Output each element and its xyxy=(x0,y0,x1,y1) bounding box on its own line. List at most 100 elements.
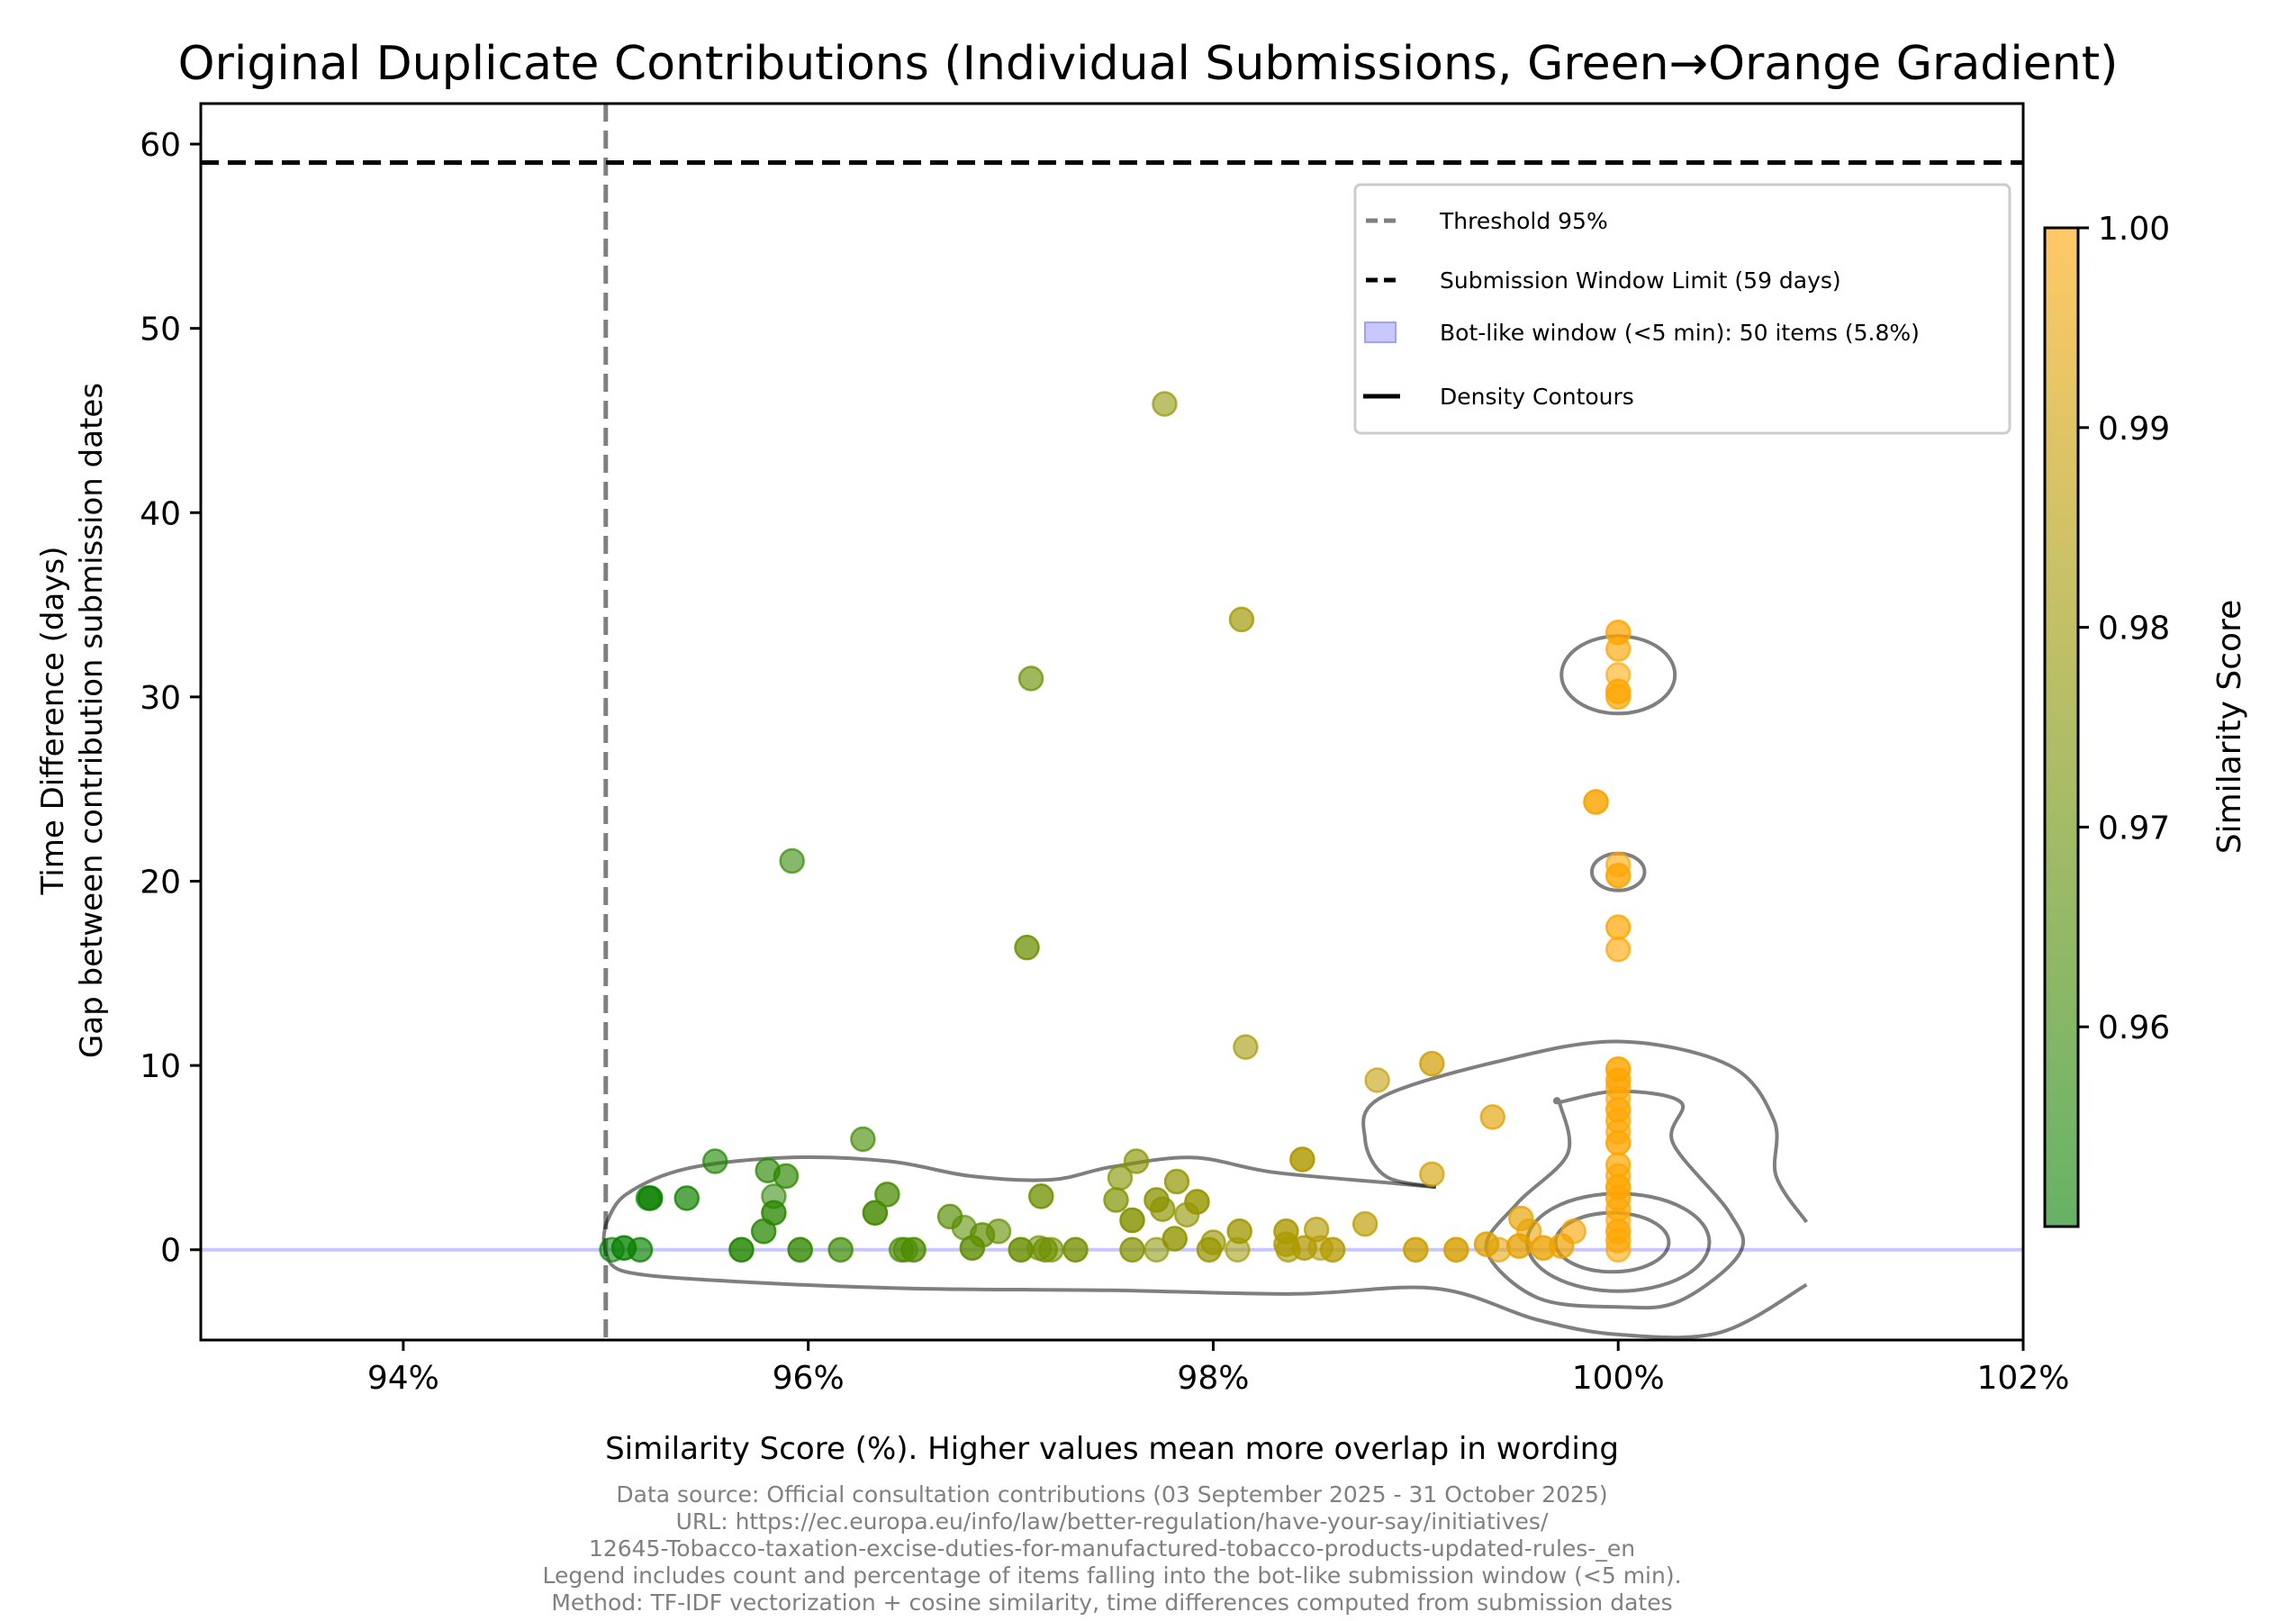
footer-line: Data source: Official consultation contr… xyxy=(616,1481,1607,1508)
data-point xyxy=(1162,1226,1188,1252)
data-point xyxy=(1228,606,1255,633)
chart-title: Original Duplicate Contributions (Indivi… xyxy=(178,37,2119,91)
data-point xyxy=(1604,936,1632,963)
data-point xyxy=(985,1218,1012,1245)
data-point xyxy=(850,1126,876,1153)
data-point xyxy=(627,1236,654,1263)
legend-window-label: Submission Window Limit (59 days) xyxy=(1440,267,1841,294)
data-point xyxy=(1319,1236,1346,1263)
x-tick-label: 98% xyxy=(1177,1360,1249,1397)
data-point xyxy=(1119,1236,1145,1263)
contour-outer xyxy=(1361,1039,1809,1224)
data-point xyxy=(1028,1183,1054,1209)
data-point xyxy=(787,1236,813,1263)
x-axis-ticks: 94% 96% 98% 100% 102% xyxy=(367,1340,2070,1397)
y-tick-label: 40 xyxy=(140,495,181,532)
footer-notes: Data source: Official consultation contr… xyxy=(542,1481,1681,1616)
x-tick-label: 94% xyxy=(367,1360,439,1397)
data-point xyxy=(1062,1236,1089,1263)
scatter-points xyxy=(599,391,1632,1263)
footer-line: Method: TF-IDF vectorization + cosine si… xyxy=(551,1589,1672,1616)
data-point xyxy=(900,1236,927,1263)
footer-line: Legend includes count and percentage of … xyxy=(542,1562,1681,1589)
data-point xyxy=(1119,1207,1145,1234)
colorbar-tick-label: 1.00 xyxy=(2098,211,2170,248)
colorbar-gradient xyxy=(2043,226,2080,1228)
colorbar-tick-label: 0.97 xyxy=(2098,810,2170,847)
y-tick-label: 10 xyxy=(140,1048,181,1085)
contour-mid xyxy=(1484,1089,1746,1310)
data-point xyxy=(1123,1148,1150,1174)
data-point xyxy=(874,1182,900,1208)
contour-outer-left xyxy=(604,1155,1436,1226)
data-point xyxy=(1443,1236,1469,1263)
data-point xyxy=(862,1200,889,1227)
data-point xyxy=(1583,789,1609,815)
data-point xyxy=(1604,684,1632,711)
data-point xyxy=(1604,1129,1632,1156)
legend-threshold-label: Threshold 95% xyxy=(1439,208,1608,234)
data-point xyxy=(1163,1168,1190,1195)
data-point xyxy=(1604,863,1632,889)
y-axis-label-line2: Gap between contribution submission date… xyxy=(74,383,110,1058)
data-point xyxy=(1233,1034,1259,1060)
data-point xyxy=(1403,1236,1429,1263)
x-tick-label: 102% xyxy=(1977,1360,2070,1397)
data-point xyxy=(673,1185,700,1211)
legend-bot-window-label: Bot-like window (<5 min): 50 items (5.8%… xyxy=(1440,320,1920,346)
footer-line: 12645-Tobacco-taxation-excise-duties-for… xyxy=(589,1535,1635,1562)
data-point xyxy=(728,1236,755,1263)
data-point xyxy=(637,1185,664,1211)
data-point xyxy=(1107,1164,1134,1191)
data-point xyxy=(1604,636,1632,662)
data-point xyxy=(1604,914,1632,940)
colorbar-label: Similarity Score xyxy=(2211,600,2248,854)
data-point xyxy=(779,847,805,874)
y-tick-label: 30 xyxy=(140,680,181,717)
y-tick-label: 0 xyxy=(160,1233,181,1270)
legend: Threshold 95% Submission Window Limit (5… xyxy=(1353,183,2011,435)
data-point xyxy=(761,1200,787,1227)
data-point xyxy=(1289,1146,1315,1173)
data-point xyxy=(1604,1236,1632,1263)
x-tick-label: 96% xyxy=(773,1360,845,1397)
data-point xyxy=(1149,1196,1176,1222)
data-point xyxy=(773,1163,800,1190)
data-point xyxy=(1351,1210,1379,1237)
legend-bot-window-swatch xyxy=(1364,321,1397,343)
x-axis-label: Similarity Score (%). Higher values mean… xyxy=(605,1431,1619,1467)
data-point xyxy=(1152,391,1178,417)
data-point xyxy=(1419,1161,1445,1188)
footer-line: URL: https://ec.europa.eu/info/law/bette… xyxy=(676,1508,1549,1535)
data-point xyxy=(827,1236,854,1263)
y-tick-label: 60 xyxy=(140,127,181,164)
data-point xyxy=(1419,1050,1445,1077)
colorbar-ticks: 0.96 0.97 0.98 0.99 1.00 xyxy=(2078,211,2170,1046)
data-point xyxy=(1184,1189,1210,1215)
plot-area xyxy=(201,104,2023,1340)
colorbar-tick-label: 0.96 xyxy=(2098,1010,2170,1046)
axes-frame xyxy=(199,102,2025,1342)
data-point xyxy=(1364,1067,1390,1093)
colorbar-tick-label: 0.98 xyxy=(2098,611,2170,647)
data-point xyxy=(1560,1218,1586,1245)
data-point xyxy=(1226,1218,1252,1245)
contour-outer-lower xyxy=(604,1252,1808,1340)
y-tick-label: 50 xyxy=(140,312,181,349)
colorbar-tick-label: 0.99 xyxy=(2098,411,2170,448)
data-point xyxy=(1143,1236,1170,1263)
data-point xyxy=(1479,1104,1506,1130)
y-axis-ticks: 0 10 20 30 40 50 60 xyxy=(140,127,201,1270)
colorbar: 0.96 0.97 0.98 0.99 1.00 Similarity Score xyxy=(2043,211,2248,1228)
legend-box xyxy=(1353,183,2011,435)
data-point xyxy=(1200,1229,1226,1255)
data-point xyxy=(1103,1187,1129,1213)
data-point xyxy=(1038,1236,1064,1263)
data-point xyxy=(1014,934,1040,961)
legend-contour-label: Density Contours xyxy=(1440,384,1634,410)
x-tick-label: 100% xyxy=(1572,1360,1665,1397)
y-tick-label: 20 xyxy=(140,864,181,901)
data-point xyxy=(1516,1218,1542,1245)
y-axis-label-line1: Time Difference (days) xyxy=(35,547,71,896)
